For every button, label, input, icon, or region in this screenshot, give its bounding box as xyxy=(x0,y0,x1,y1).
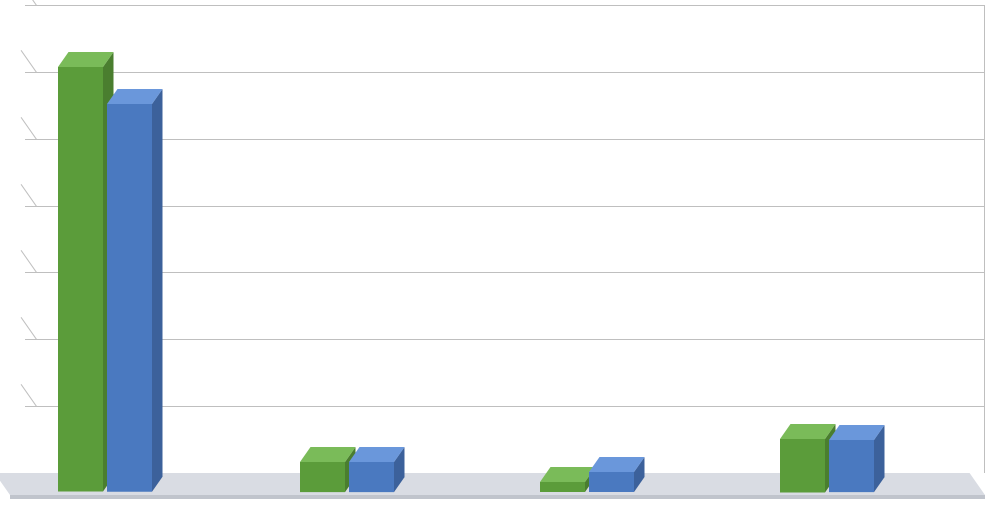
bars-layer xyxy=(10,5,985,495)
bar-chart xyxy=(0,0,999,512)
bar-front xyxy=(349,462,394,492)
bar-front xyxy=(829,440,874,492)
bar xyxy=(829,424,886,492)
bar-front xyxy=(58,67,103,492)
bar-front xyxy=(107,104,152,492)
plot-area xyxy=(10,5,985,495)
bar-front xyxy=(300,462,345,492)
bar-front xyxy=(540,482,585,492)
bar xyxy=(589,456,646,492)
floor-front xyxy=(10,495,985,499)
bar xyxy=(349,446,406,492)
bar-side xyxy=(152,89,163,492)
bar-front xyxy=(589,472,634,492)
bar-front xyxy=(780,439,825,492)
bar xyxy=(107,88,164,492)
